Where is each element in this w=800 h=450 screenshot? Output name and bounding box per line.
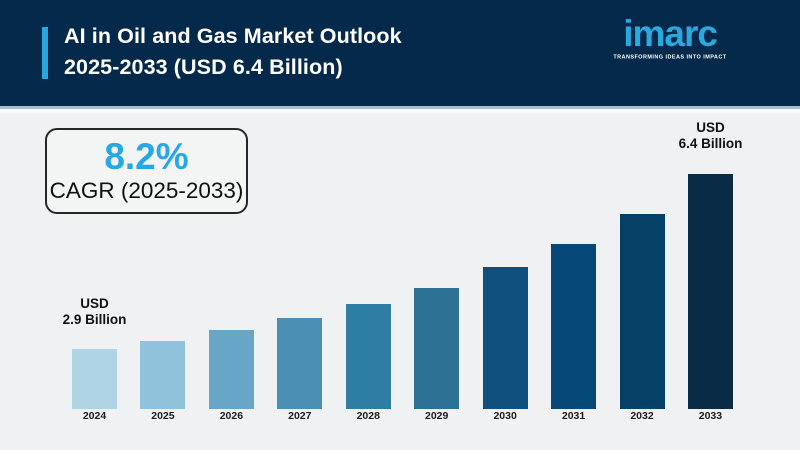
- value-label-2033-line2: 6.4 Billion: [678, 136, 743, 151]
- year-label-2027: 2027: [288, 410, 312, 422]
- cagr-value: 8.2%: [104, 136, 189, 177]
- cagr-label: CAGR (2025-2033): [49, 178, 244, 203]
- year-label-2030: 2030: [493, 410, 517, 422]
- bar-2031: [551, 244, 597, 409]
- value-label-2024-line1: USD: [80, 296, 109, 311]
- imarc-logo-tagline: TRANSFORMING IDEAS INTO IMPACT: [613, 54, 727, 61]
- page-title-line2: 2025-2033 (USD 6.4 Billion): [64, 55, 343, 79]
- year-label-2033: 2033: [698, 410, 723, 422]
- bar-2028: [345, 304, 391, 409]
- year-label-2029: 2029: [425, 410, 449, 422]
- value-label-2033-line1: USD: [696, 120, 725, 135]
- bar-2033: [687, 174, 733, 409]
- bar-2029: [414, 288, 460, 409]
- title-accent-bar: [42, 27, 48, 79]
- header-divider-light: [0, 109, 800, 113]
- year-label-2031: 2031: [561, 410, 586, 422]
- imarc-logo: imarc TRANSFORMING IDEAS INTO IMPACT: [567, 13, 773, 65]
- bar-2024: [72, 349, 117, 409]
- bar-2032: [619, 214, 665, 409]
- bar-2026: [208, 330, 254, 409]
- cagr-badge: 8.2% CAGR (2025-2033): [45, 128, 248, 214]
- value-label-2024: USD 2.9 Billion: [24, 296, 165, 328]
- year-label-2024: 2024: [82, 410, 107, 422]
- year-label-2026: 2026: [219, 410, 244, 422]
- year-label-2028: 2028: [356, 410, 380, 422]
- imarc-logo-wordmark: imarc: [623, 13, 718, 54]
- header-divider: [0, 106, 800, 109]
- page-title-line1: AI in Oil and Gas Market Outlook: [64, 24, 402, 48]
- year-label-2032: 2032: [630, 410, 654, 422]
- value-label-2033: USD 6.4 Billion: [640, 120, 781, 152]
- year-label-2025: 2025: [151, 410, 175, 422]
- bar-2030: [482, 267, 528, 409]
- header: AI in Oil and Gas Market Outlook 2025-20…: [0, 0, 800, 106]
- bar-2027: [277, 318, 323, 409]
- value-label-2024-line2: 2.9 Billion: [62, 312, 127, 327]
- bar-chart: [72, 169, 733, 409]
- page-title: AI in Oil and Gas Market Outlook 2025-20…: [64, 21, 402, 83]
- bar-2025: [140, 341, 186, 409]
- x-axis-labels: 2024 2025 2026 2027 2028 2029 2030 2031 2032 2033: [72, 410, 733, 422]
